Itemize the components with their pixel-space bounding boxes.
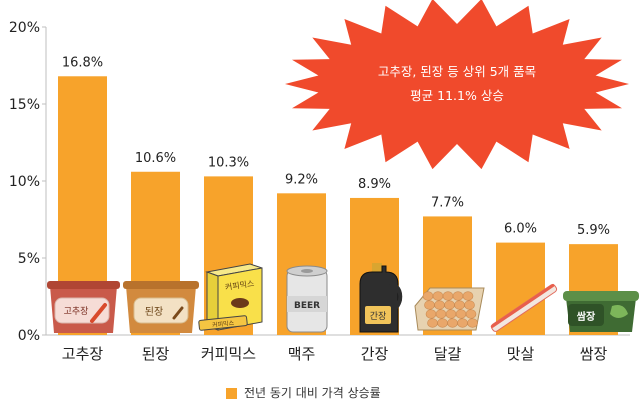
y-tick-label: 20%: [9, 20, 40, 36]
egg: [447, 318, 458, 328]
egg: [435, 309, 447, 319]
egg: [437, 318, 448, 328]
data-label-8: 5.9%: [577, 223, 610, 238]
egg: [432, 291, 444, 301]
egg: [422, 291, 434, 301]
y-tick-label: 0%: [18, 328, 40, 344]
x-tick-label-7: 맛살: [507, 345, 535, 363]
gochujang-tub-icon: 고추장: [47, 281, 120, 333]
data-labels: 16.8% 10.6% 10.3% 9.2% 8.9% 7.7% 6.0% 5.9%: [62, 55, 610, 238]
egg: [454, 300, 465, 310]
x-tick-label-5: 간장: [361, 345, 389, 363]
ssamjang-tub-icon: 쌈장: [563, 291, 639, 332]
data-label-7: 6.0%: [504, 222, 537, 237]
x-tick-labels: 고추장 된장 커피믹스 맥주 간장 달걀 맛살 쌈장: [62, 345, 608, 363]
x-tick-label-1: 고추장: [62, 345, 104, 363]
beer-can-icon: BEER: [286, 265, 328, 333]
egg: [427, 318, 438, 328]
legend-swatch: [226, 388, 237, 399]
x-tick-label-4: 맥주: [288, 345, 316, 363]
y-tick-label: 15%: [9, 97, 40, 113]
x-tick-label-2: 된장: [142, 345, 170, 363]
egg: [452, 291, 464, 301]
ssamjang-tub-label: 쌈장: [577, 310, 596, 323]
egg: [455, 309, 467, 319]
y-tick-label: 10%: [9, 174, 40, 190]
egg: [465, 309, 477, 319]
x-tick-label-8: 쌈장: [580, 345, 608, 363]
y-tick-label: 5%: [18, 251, 40, 267]
annotation-line-2: 평균 11.1% 상승: [410, 88, 504, 103]
soy-sauce-bottle-icon: 간장: [359, 263, 403, 333]
beer-can-label: BEER: [294, 301, 320, 311]
coffee-mix-box-icon: 커피믹스 커피믹스: [198, 263, 263, 331]
soy-sauce-label: 간장: [370, 311, 387, 322]
egg-tray-icon: [414, 287, 485, 331]
data-label-3: 10.3%: [208, 155, 249, 170]
egg: [434, 300, 445, 310]
x-tick-label-3: 커피믹스: [201, 345, 256, 363]
data-label-6: 7.7%: [431, 195, 464, 210]
legend-label: 전년 동기 대비 가격 상승률: [244, 386, 381, 400]
legend: 전년 동기 대비 가격 상승률: [226, 386, 381, 400]
annotation-starburst: 고추장, 된장 등 상위 5개 품목 평균 11.1% 상승: [285, 0, 629, 170]
egg: [464, 300, 475, 310]
egg: [424, 300, 435, 310]
egg: [425, 309, 437, 319]
doenjang-tub-icon: 된장: [123, 281, 199, 333]
gochujang-tub-label: 고추장: [64, 306, 89, 317]
y-axis: 0% 5% 10% 15% 20%: [9, 20, 46, 344]
data-label-4: 9.2%: [285, 172, 318, 187]
doenjang-tub-label: 된장: [145, 306, 163, 318]
egg: [445, 309, 457, 319]
egg: [457, 318, 468, 328]
coffee-mix-stick-label: 커피믹스: [212, 319, 235, 329]
egg: [444, 300, 455, 310]
crab-stick-icon: [490, 284, 558, 332]
coffee-mix-box-label: 커피믹스: [224, 278, 255, 292]
data-label-2: 10.6%: [135, 151, 176, 166]
x-tick-label-6: 달걀: [434, 345, 462, 363]
data-label-1: 16.8%: [62, 55, 103, 70]
egg: [462, 291, 474, 301]
annotation-line-1: 고추장, 된장 등 상위 5개 품목: [378, 64, 536, 79]
egg: [442, 291, 454, 301]
egg: [467, 318, 478, 328]
data-label-5: 8.9%: [358, 177, 391, 192]
